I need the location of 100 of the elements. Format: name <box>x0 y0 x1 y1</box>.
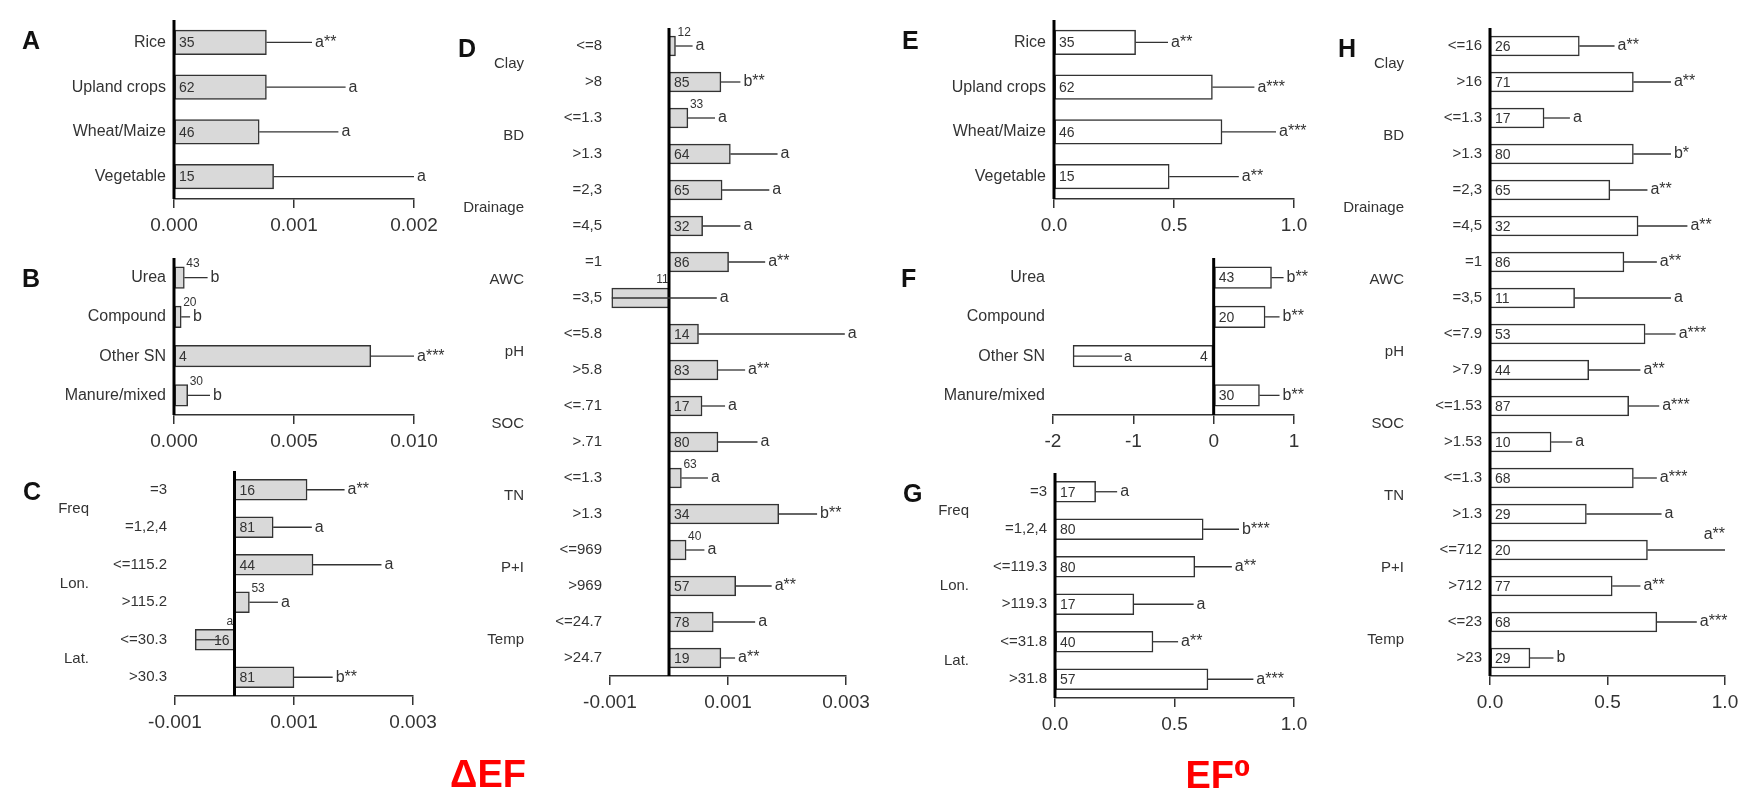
annotation: a <box>758 612 768 630</box>
y-axis-title: BD <box>503 126 525 144</box>
annotation: a*** <box>1659 468 1688 486</box>
x-tick-label: 1.0 <box>1280 712 1308 734</box>
annotation: 16 <box>213 631 230 648</box>
annotation: a** <box>748 360 770 378</box>
annotation: a*** <box>1256 669 1284 687</box>
y-axis-title: Lat. <box>943 650 969 668</box>
y-tick-label: <=.71 <box>563 396 602 414</box>
y-tick-label: >.71 <box>572 432 602 450</box>
annotation: 29 <box>1495 649 1511 666</box>
annotation: a <box>719 288 729 306</box>
x-axis-title: EF⁰ <box>1184 753 1252 797</box>
annotation: a** <box>1690 216 1712 234</box>
y-axis-title: Clay <box>1373 54 1405 72</box>
annotation: a** <box>738 648 760 666</box>
annotation: 34 <box>674 505 690 522</box>
y-tick-label: <=5.8 <box>563 324 602 342</box>
y-tick-label: Vegetable <box>94 167 167 185</box>
y-tick-label: Upland crops <box>71 77 166 95</box>
y-tick-label: =3 <box>1029 481 1047 499</box>
annotation: 63 <box>683 457 698 472</box>
y-tick-label: >1.3 <box>1452 504 1482 522</box>
annotation: a** <box>1234 557 1257 575</box>
y-tick-label: =1 <box>584 252 602 270</box>
y-tick-label: <=119.3 <box>993 556 1047 574</box>
annotation: a <box>1673 288 1683 306</box>
y-tick-label: >712 <box>1448 576 1482 594</box>
y-tick-label: >115.2 <box>121 592 167 610</box>
annotation: a <box>743 216 753 234</box>
x-tick-label: 0.0 <box>1041 712 1069 734</box>
y-tick-label: <=7.9 <box>1443 324 1482 342</box>
x-axis-title: ΔEF <box>449 753 527 796</box>
annotation: 43 <box>1218 269 1235 286</box>
annotation: 19 <box>674 649 690 666</box>
x-tick-label: 0.005 <box>270 429 318 451</box>
annotation: 80 <box>1060 521 1076 538</box>
annotation: 15 <box>1059 168 1075 185</box>
y-tick-label: >969 <box>568 576 602 594</box>
annotation: 17 <box>674 397 690 414</box>
annotation: b*** <box>1242 519 1270 537</box>
annotation: a** <box>1673 72 1696 90</box>
annotation: 20 <box>1218 308 1235 325</box>
annotation: 4 <box>179 347 187 364</box>
annotation: 53 <box>1495 325 1511 342</box>
annotation: a** <box>1650 180 1672 198</box>
annotation: 81 <box>239 519 256 536</box>
annotation: 35 <box>1059 34 1075 51</box>
annotation: 83 <box>674 361 690 378</box>
annotation: a** <box>1617 36 1639 54</box>
y-tick-label: <=1.3 <box>1443 108 1482 126</box>
y-tick-label: <=1.3 <box>563 108 602 126</box>
annotation: a <box>226 613 234 628</box>
y-tick-label: Upland crops <box>951 77 1046 95</box>
y-axis-title: Temp <box>1367 630 1404 648</box>
annotation: b** <box>1282 385 1304 403</box>
y-tick-label: <=1.3 <box>563 468 602 486</box>
annotation: a <box>760 432 770 450</box>
y-tick-label: >7.9 <box>1452 360 1482 378</box>
annotation: 30 <box>1218 387 1235 404</box>
annotation: 80 <box>1060 558 1076 575</box>
annotation: b** <box>743 72 765 90</box>
annotation: 71 <box>1495 73 1511 90</box>
y-tick-label: <=23 <box>1447 612 1482 630</box>
annotation: 17 <box>1060 596 1076 613</box>
annotation: 16 <box>239 481 256 498</box>
annotation: 68 <box>1495 469 1511 486</box>
x-tick-label: -0.001 <box>148 710 202 732</box>
annotation: a <box>417 167 426 185</box>
annotation: 65 <box>1495 181 1511 198</box>
annotation: 29 <box>1495 505 1511 522</box>
y-tick-label: >16 <box>1456 72 1482 90</box>
x-tick-label: 0.001 <box>704 690 752 712</box>
y-tick-label: Vegetable <box>974 167 1047 185</box>
annotation: 86 <box>674 253 690 270</box>
y-axis-title: Temp <box>487 630 524 648</box>
annotation: b <box>1556 648 1566 666</box>
y-axis-title: Drainage <box>463 198 524 216</box>
x-tick-label: -0.001 <box>583 690 637 712</box>
annotation: 20 <box>183 295 197 310</box>
annotation: 64 <box>674 145 690 162</box>
annotation: 57 <box>674 577 690 594</box>
annotation: b** <box>1282 307 1304 325</box>
annotation: a <box>710 468 720 486</box>
annotation: 40 <box>1060 633 1076 650</box>
chart-title: B <box>22 263 41 292</box>
x-tick-label: 1.0 <box>1711 690 1739 712</box>
annotation: b** <box>1286 268 1308 286</box>
annotation: 86 <box>1495 253 1511 270</box>
x-tick-label: 0.002 <box>390 213 438 235</box>
annotation: a <box>341 122 351 140</box>
y-tick-label: >1.3 <box>572 504 602 522</box>
y-tick-label: =4,5 <box>572 216 602 234</box>
y-axis-title: Drainage <box>1343 198 1404 216</box>
y-tick-label: >8 <box>584 72 602 90</box>
y-tick-label: >30.3 <box>129 667 167 685</box>
annotation: a <box>780 144 790 162</box>
y-tick-label: >1.53 <box>1444 432 1482 450</box>
y-tick-label: =1 <box>1464 252 1482 270</box>
annotation: a** <box>1181 632 1203 650</box>
